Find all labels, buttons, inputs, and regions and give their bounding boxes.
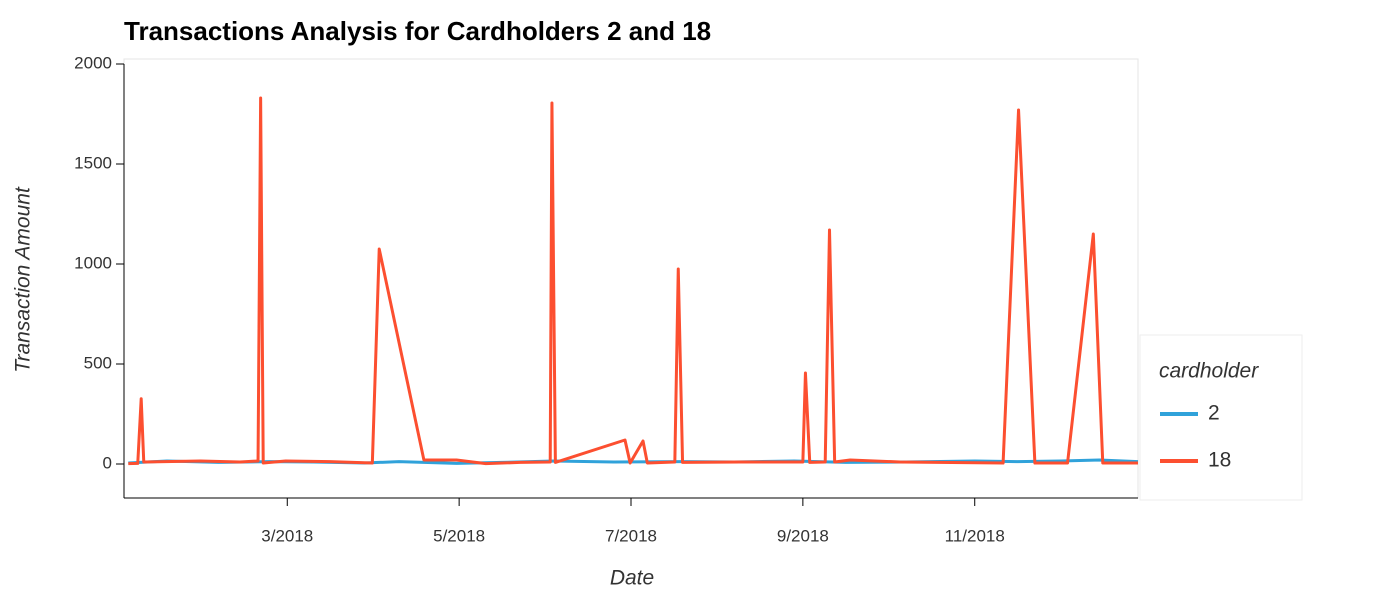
y-tick-label: 500 bbox=[84, 353, 112, 372]
legend-title: cardholder bbox=[1159, 360, 1259, 383]
x-axis-label: Date bbox=[610, 567, 654, 590]
legend-box bbox=[1139, 334, 1303, 501]
x-tick-label: 3/2018 bbox=[261, 526, 313, 545]
y-tick-label: 2000 bbox=[74, 53, 112, 72]
chart-title: Transactions Analysis for Cardholders 2 … bbox=[124, 16, 711, 46]
y-tick-label: 1000 bbox=[74, 253, 112, 272]
y-tick-label: 0 bbox=[103, 453, 112, 472]
legend-label: 18 bbox=[1208, 449, 1231, 472]
y-axis-label: Transaction Amount bbox=[12, 186, 35, 373]
x-tick-label: 7/2018 bbox=[605, 526, 657, 545]
legend-label: 2 bbox=[1208, 402, 1220, 425]
x-tick-label: 11/2018 bbox=[945, 526, 1005, 545]
x-tick-label: 5/2018 bbox=[433, 526, 485, 545]
plot-frame bbox=[123, 58, 1139, 499]
y-tick-label: 1500 bbox=[74, 153, 112, 172]
x-tick-label: 9/2018 bbox=[777, 526, 829, 545]
series-line bbox=[128, 96, 1138, 466]
